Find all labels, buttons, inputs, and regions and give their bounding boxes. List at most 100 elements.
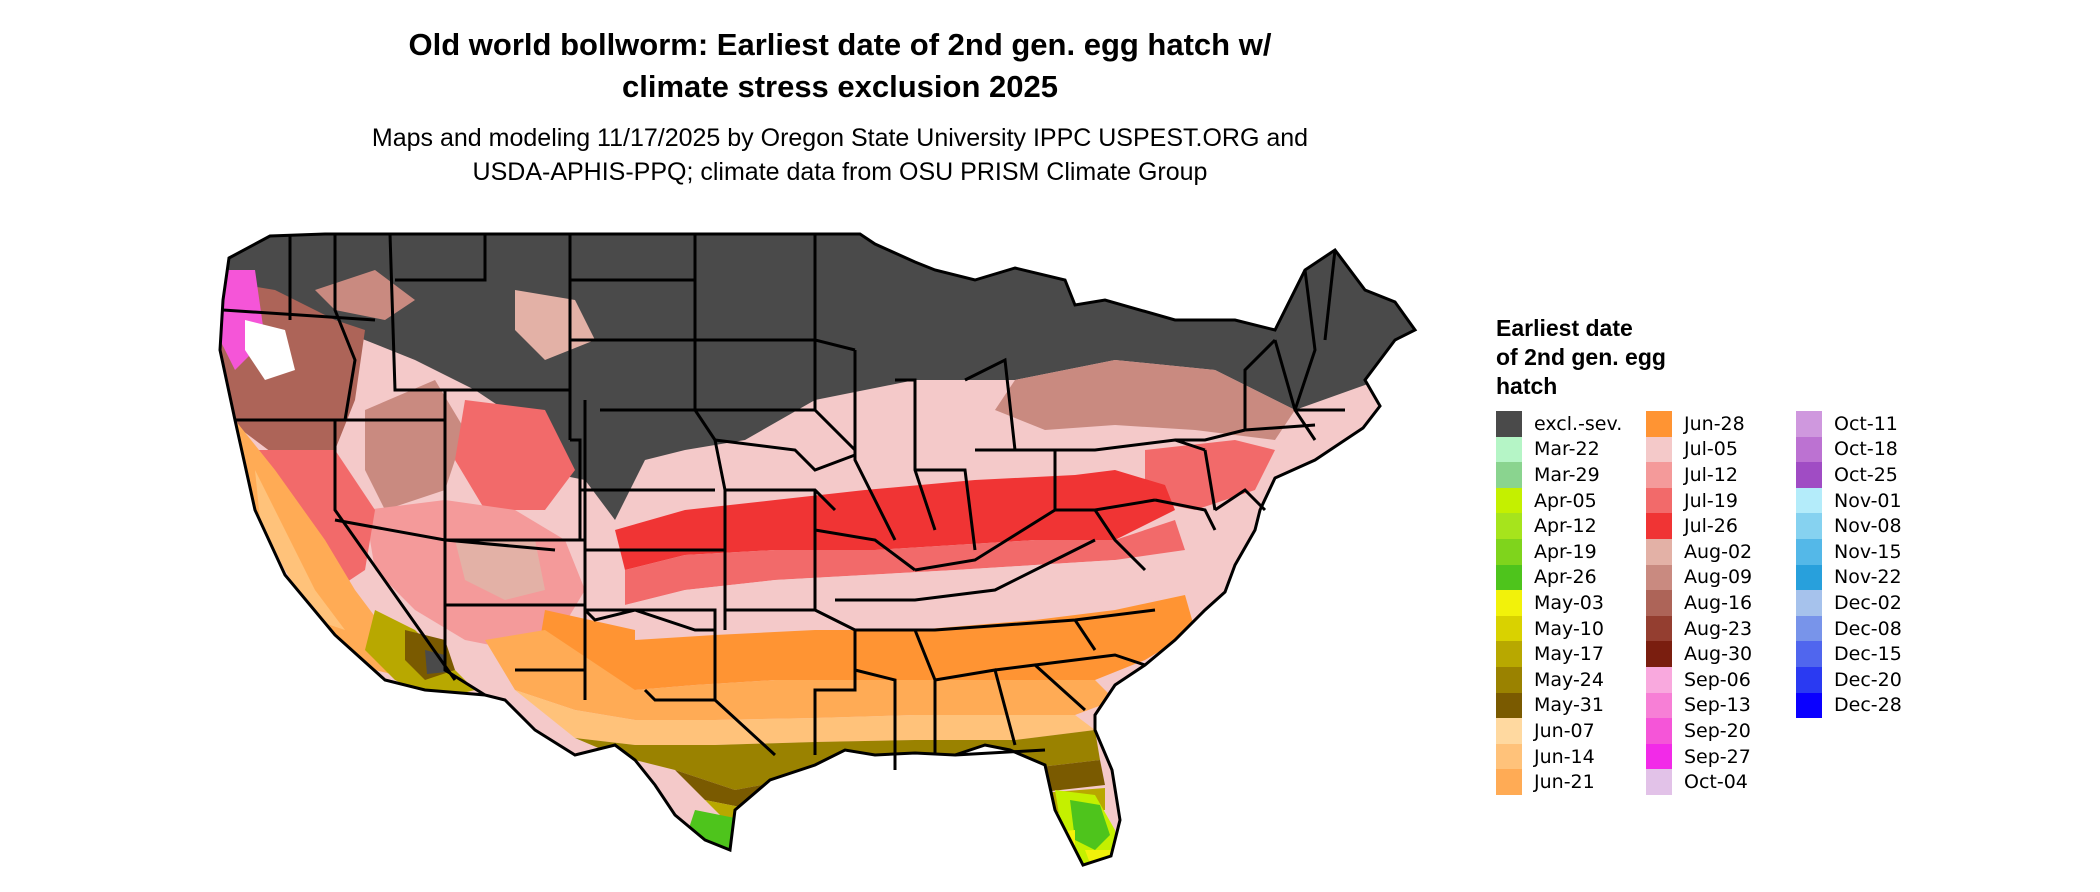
state-borders (218, 232, 1418, 867)
legend-column: Oct-11 Oct-18 Oct-25 Nov-01 Nov-08 Nov-15 Nov-… (1796, 411, 1946, 795)
legend-item: Jul-05 (1646, 436, 1796, 463)
legend-label: Jul-12 (1684, 463, 1738, 486)
title-line-2: climate stress exclusion 2025 (622, 69, 1058, 104)
legend-item: Dec-20 (1796, 666, 1946, 693)
legend-swatch (1646, 436, 1672, 463)
legend-label: Sep-27 (1684, 745, 1751, 768)
legend-swatch (1796, 436, 1822, 463)
legend-column: excl.-sev. Mar-22 Mar-29 Apr-05 Apr-12 Apr-19… (1496, 411, 1646, 795)
legend-swatch (1646, 487, 1672, 514)
legend-item: Apr-26 (1496, 564, 1646, 591)
legend-item: May-31 (1496, 692, 1646, 719)
legend: Earliest date of 2nd gen. egg hatch excl… (1496, 314, 1946, 795)
legend-label: Oct-18 (1834, 438, 1898, 461)
legend-item: Jun-21 (1496, 769, 1646, 795)
legend-label: Oct-25 (1834, 463, 1898, 486)
legend-swatch (1646, 538, 1672, 565)
legend-label: Oct-04 (1684, 771, 1748, 794)
legend-swatch (1646, 462, 1672, 488)
legend-title: Earliest date of 2nd gen. egg hatch (1496, 314, 1946, 401)
legend-item: Aug-30 (1646, 641, 1796, 667)
legend-label: Mar-29 (1534, 463, 1600, 486)
legend-item: Mar-22 (1496, 436, 1646, 463)
legend-label: Jun-28 (1684, 412, 1745, 435)
legend-item: Jun-28 (1646, 411, 1796, 437)
legend-item: Aug-09 (1646, 564, 1796, 591)
legend-item: Oct-11 (1796, 411, 1946, 437)
legend-item: Jul-19 (1646, 487, 1796, 514)
legend-title-line-2: of 2nd gen. egg (1496, 344, 1666, 370)
legend-swatch (1496, 538, 1522, 565)
legend-label: May-24 (1534, 668, 1604, 691)
legend-item: Jul-26 (1646, 513, 1796, 539)
legend-label: Nov-15 (1834, 540, 1902, 563)
legend-column: Jun-28 Jul-05 Jul-12 Jul-19 Jul-26 Aug-02 Aug-… (1646, 411, 1796, 795)
legend-swatch (1496, 436, 1522, 463)
legend-label: Apr-12 (1534, 515, 1597, 538)
legend-item: Mar-29 (1496, 462, 1646, 488)
legend-label: Sep-20 (1684, 719, 1751, 742)
legend-label: Sep-06 (1684, 668, 1751, 691)
us-map (218, 232, 1418, 867)
legend-label: Dec-28 (1834, 694, 1902, 717)
legend-title-line-3: hatch (1496, 373, 1558, 399)
legend-item: May-17 (1496, 641, 1646, 667)
legend-label: Apr-05 (1534, 489, 1597, 512)
legend-swatch (1796, 538, 1822, 565)
legend-label: May-03 (1534, 591, 1604, 614)
legend-item: Jul-12 (1646, 462, 1796, 488)
legend-label: Aug-16 (1684, 591, 1753, 614)
legend-label: Jul-05 (1684, 438, 1738, 461)
legend-item: Dec-08 (1796, 615, 1946, 642)
legend-swatch (1646, 743, 1672, 770)
legend-label: Jul-26 (1684, 515, 1738, 538)
legend-label: Dec-15 (1834, 643, 1902, 666)
legend-item: Dec-28 (1796, 692, 1946, 719)
legend-swatch (1646, 666, 1672, 693)
legend-item: Aug-16 (1646, 590, 1796, 616)
legend-swatch (1646, 513, 1672, 539)
legend-swatch (1796, 692, 1822, 719)
legend-label: May-17 (1534, 643, 1604, 666)
map-color-bands (220, 234, 1415, 865)
legend-item: May-24 (1496, 666, 1646, 693)
legend-item: Apr-12 (1496, 513, 1646, 539)
legend-label: Dec-20 (1834, 668, 1902, 691)
legend-label: May-10 (1534, 617, 1604, 640)
subtitle-line-2: USDA-APHIS-PPQ; climate data from OSU PR… (472, 158, 1208, 186)
legend-item: Sep-20 (1646, 718, 1796, 744)
legend-swatch (1796, 462, 1822, 488)
legend-swatch (1646, 615, 1672, 642)
legend-item: Dec-02 (1796, 590, 1946, 616)
legend-swatch (1496, 487, 1522, 514)
subtitle-line-1: Maps and modeling 11/17/2025 by Oregon S… (371, 124, 1309, 152)
legend-label: May-31 (1534, 694, 1604, 717)
legend-swatch (1796, 666, 1822, 693)
legend-swatch (1496, 666, 1522, 693)
legend-label: Aug-30 (1684, 643, 1753, 666)
legend-label: Jul-19 (1684, 489, 1738, 512)
legend-item: Apr-19 (1496, 538, 1646, 565)
legend-label: Aug-23 (1684, 617, 1753, 640)
legend-swatch (1496, 769, 1522, 795)
legend-swatch (1796, 590, 1822, 616)
legend-label: Apr-19 (1534, 540, 1597, 563)
legend-swatch (1496, 692, 1522, 719)
legend-label: excl.-sev. (1534, 412, 1623, 435)
legend-item: Oct-18 (1796, 436, 1946, 463)
legend-label: Apr-26 (1534, 566, 1597, 589)
legend-label: Jun-21 (1534, 771, 1595, 794)
legend-swatch (1796, 487, 1822, 514)
legend-item: Nov-22 (1796, 564, 1946, 591)
legend-swatch (1646, 718, 1672, 744)
legend-swatch (1496, 590, 1522, 616)
legend-item: excl.-sev. (1496, 411, 1646, 437)
legend-item: Nov-01 (1796, 487, 1946, 514)
legend-label: Nov-08 (1834, 515, 1902, 538)
legend-item: May-10 (1496, 615, 1646, 642)
legend-item: Nov-08 (1796, 513, 1946, 539)
legend-swatch (1496, 743, 1522, 770)
legend-label: Aug-09 (1684, 566, 1753, 589)
legend-swatch (1496, 411, 1522, 437)
legend-swatch (1496, 718, 1522, 744)
